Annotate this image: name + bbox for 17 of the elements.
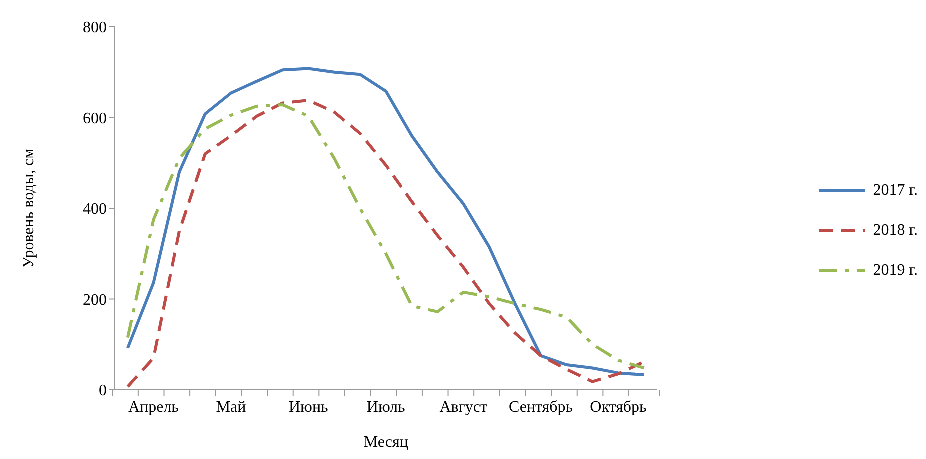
y-axis-title: Уровень воды, см	[20, 148, 38, 268]
y-tick-label: 200	[83, 292, 107, 309]
legend-label: 2017 г.	[873, 182, 918, 200]
x-tick-label: Сентябрь	[508, 399, 574, 416]
x-tick-label: Октябрь	[590, 399, 647, 416]
y-tick-label: 400	[83, 201, 107, 218]
x-tick-label: Апрель	[128, 399, 179, 416]
x-axis-title: Месяц	[364, 434, 409, 451]
y-tick-label: 600	[83, 110, 107, 128]
x-tick-label: Июль	[366, 399, 406, 416]
x-tick-label: Май	[216, 399, 247, 416]
y-tick-label: 0	[99, 382, 107, 400]
x-tick-label: Июнь	[288, 399, 328, 416]
x-tick-label: Август	[440, 399, 488, 416]
legend-label: 2019 г.	[873, 262, 918, 280]
y-tick-label: 800	[83, 20, 107, 37]
legend-label: 2018 г.	[873, 222, 918, 240]
